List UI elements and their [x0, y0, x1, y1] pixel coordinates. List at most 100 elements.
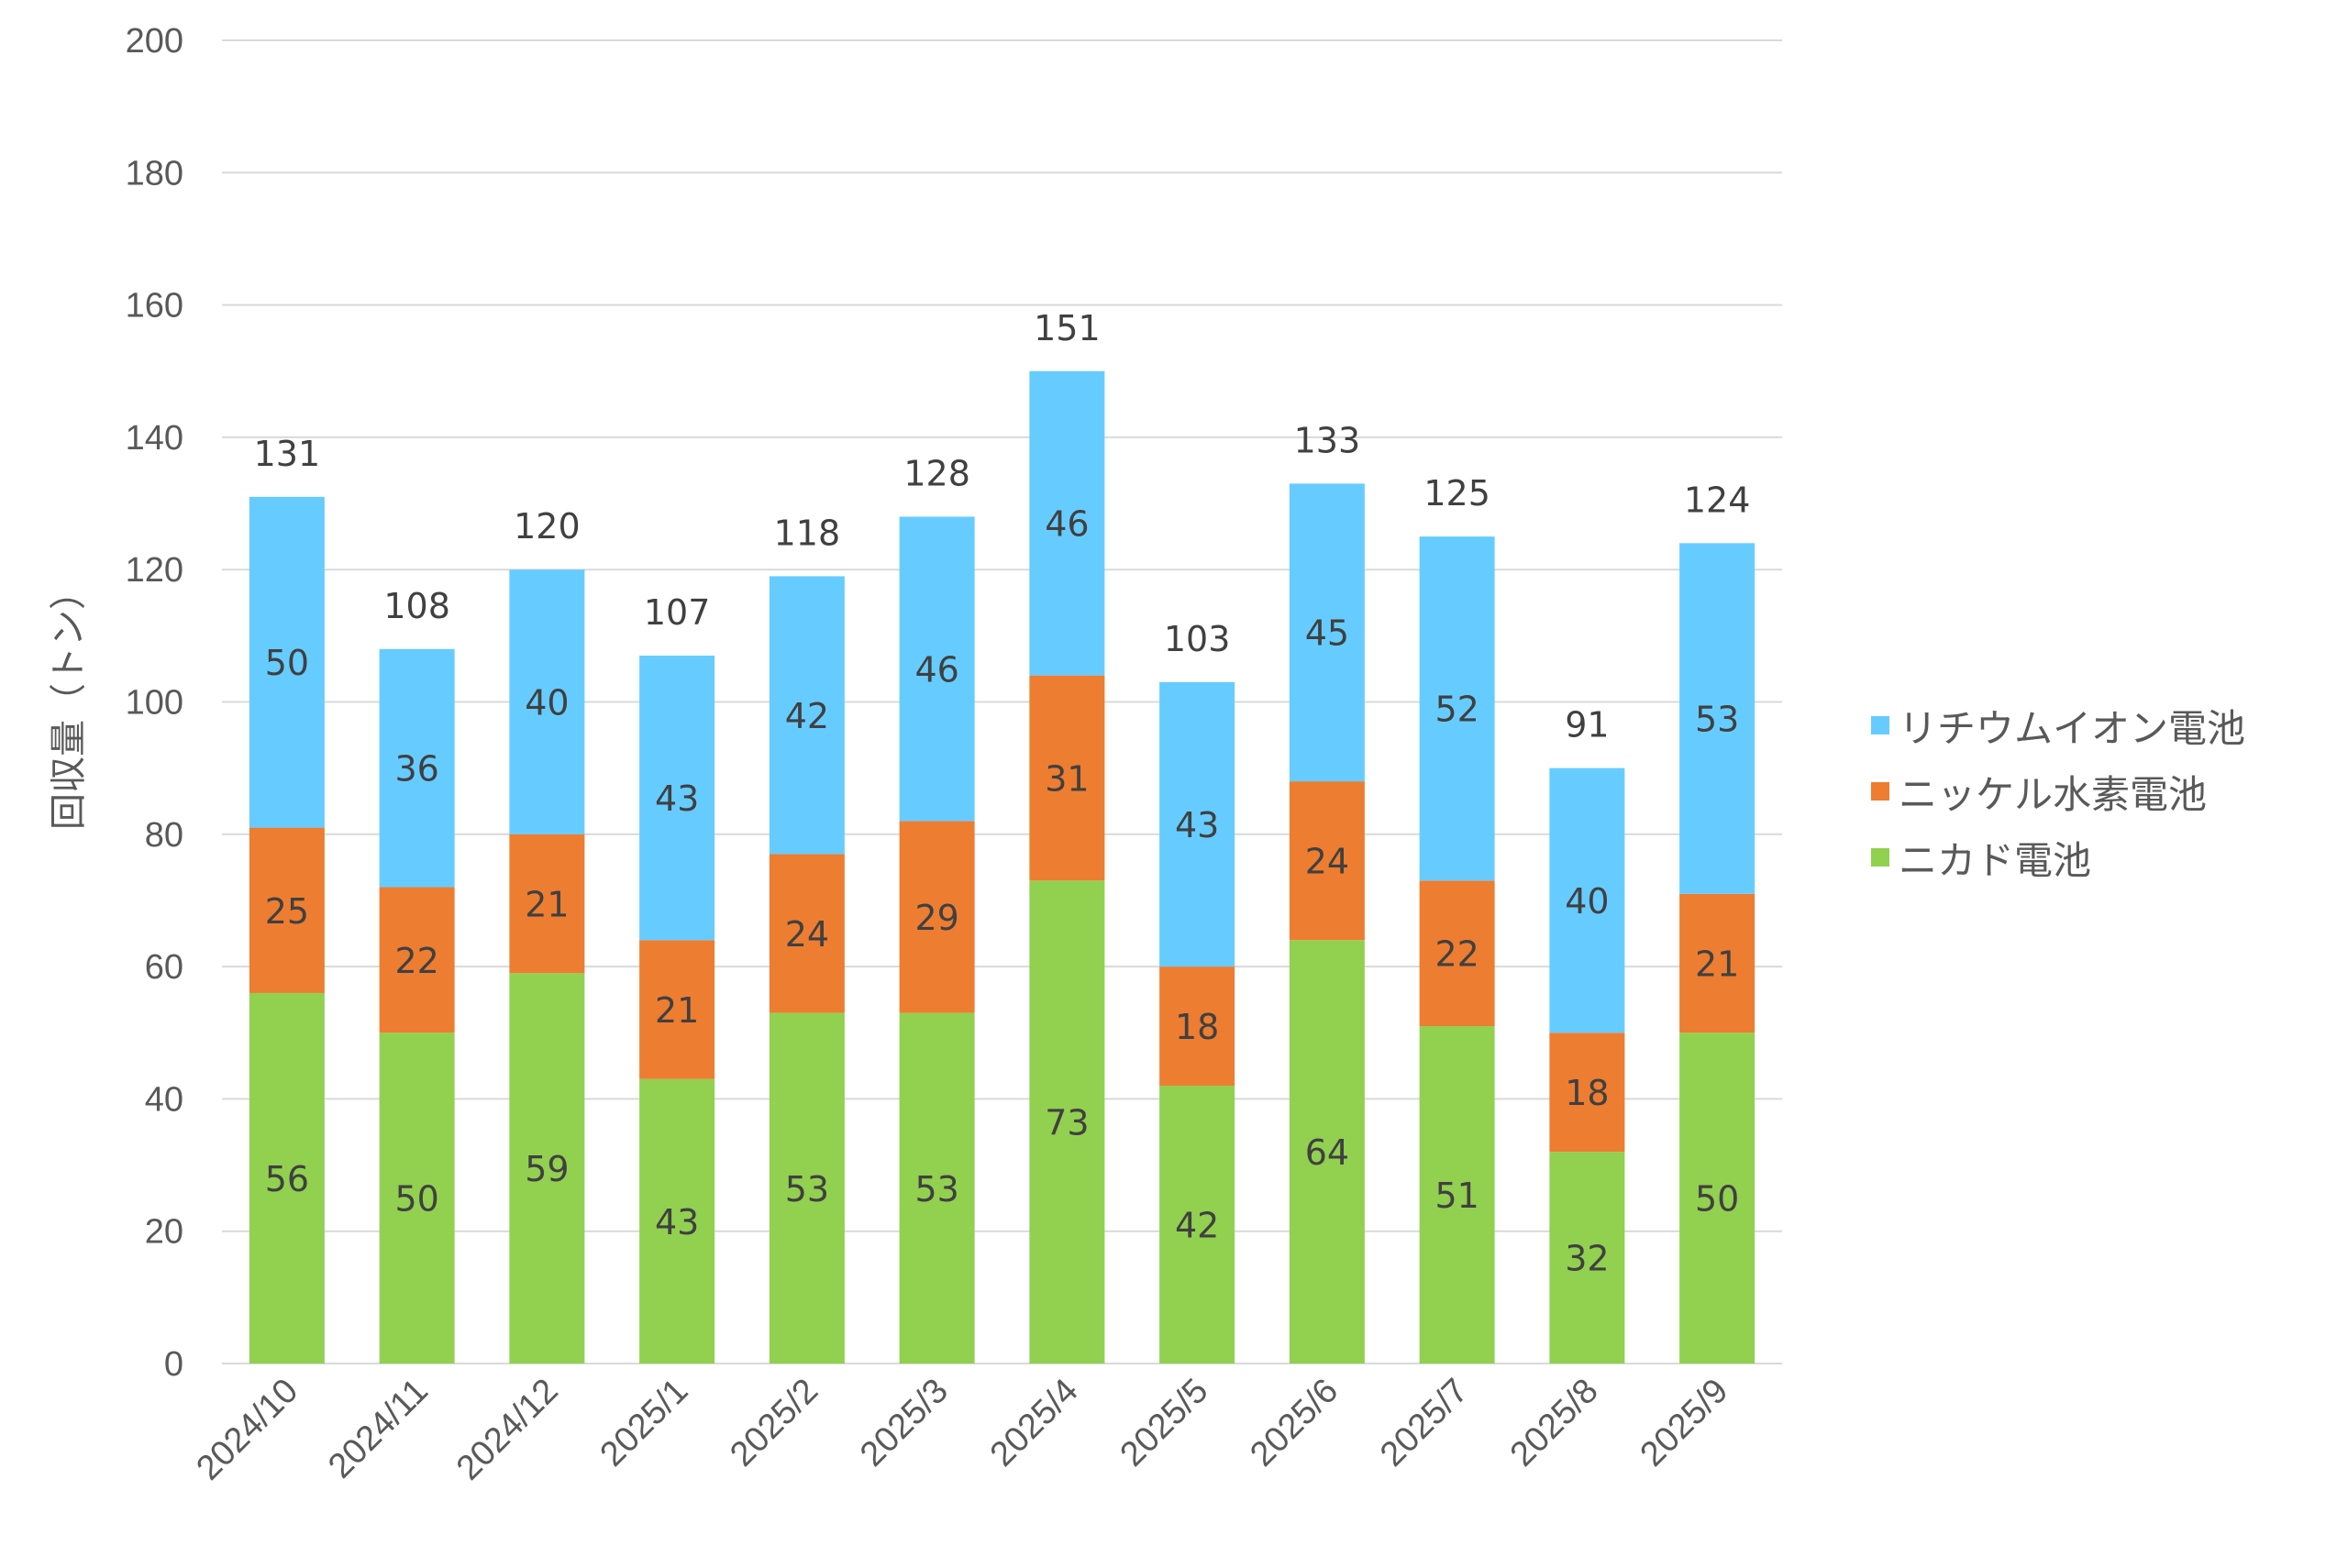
- bar-segment[interactable]: [899, 1012, 975, 1364]
- bar-segment[interactable]: [1679, 1032, 1755, 1364]
- bar-segment[interactable]: [1679, 543, 1755, 894]
- segment-value-label: 40: [1565, 881, 1609, 922]
- bar-segment[interactable]: [249, 992, 325, 1364]
- segment-value-label: 43: [1175, 805, 1219, 845]
- bar-segment[interactable]: [379, 1032, 455, 1364]
- segment-value-label: 46: [914, 649, 958, 690]
- bar-segment[interactable]: [249, 827, 325, 993]
- x-tick-label: 2024/10: [189, 1372, 305, 1488]
- segment-value-label: 42: [1175, 1205, 1219, 1245]
- x-tick-label: 2025/1: [593, 1372, 696, 1474]
- bar-segment[interactable]: [1159, 966, 1235, 1086]
- bar-segment[interactable]: [1029, 880, 1105, 1364]
- segment-value-label: 25: [265, 891, 309, 932]
- x-tick-label: 2025/6: [1243, 1372, 1346, 1474]
- bar-segment[interactable]: [1549, 1152, 1625, 1364]
- bar-segment[interactable]: [639, 940, 715, 1079]
- y-tick-label: 80: [145, 816, 183, 855]
- total-label: 108: [383, 586, 450, 626]
- bar-segment[interactable]: [769, 1012, 845, 1364]
- segment-value-label: 52: [1434, 690, 1479, 730]
- bars: [249, 370, 1755, 1364]
- segment-value-label: 43: [655, 1202, 699, 1242]
- legend-swatch-nickel-hydride: [1871, 782, 1889, 801]
- bar-segment[interactable]: [1029, 675, 1105, 881]
- bar-segment[interactable]: [769, 854, 845, 1013]
- segment-value-label: 32: [1565, 1239, 1609, 1279]
- total-label: 128: [903, 453, 970, 493]
- legend: リチウムイオン電池 ニッケル水素電池 ニカド電池: [1871, 692, 2245, 890]
- bar-segment[interactable]: [1159, 681, 1235, 967]
- y-tick-label: 20: [145, 1213, 183, 1252]
- total-label: 151: [1034, 308, 1101, 348]
- bar-segment[interactable]: [1419, 536, 1495, 881]
- total-label: 124: [1684, 480, 1751, 520]
- bar-segment[interactable]: [509, 569, 585, 834]
- y-tick-label: 140: [126, 419, 183, 458]
- segment-value-label: 46: [1045, 504, 1089, 545]
- x-tick-label: 2024/12: [449, 1372, 566, 1488]
- bar-segment[interactable]: [379, 648, 455, 888]
- segment-value-label: 53: [914, 1169, 958, 1209]
- bar-segment[interactable]: [1549, 767, 1625, 1033]
- legend-swatch-nicad: [1871, 848, 1889, 867]
- bar-segment[interactable]: [899, 821, 975, 1013]
- segment-value-label: 50: [1695, 1179, 1739, 1220]
- y-tick-label: 60: [145, 948, 183, 987]
- x-tick-label: 2025/2: [723, 1372, 825, 1474]
- y-tick-label: 180: [126, 154, 183, 193]
- y-tick-label: 0: [164, 1345, 183, 1384]
- bar-segment[interactable]: [379, 887, 455, 1033]
- gridlines: [222, 39, 1782, 1364]
- segment-value-label: 21: [1695, 944, 1739, 984]
- bar-segment[interactable]: [769, 576, 845, 855]
- segment-value-label: 18: [1565, 1073, 1609, 1113]
- segment-value-label: 22: [1434, 934, 1479, 975]
- total-label: 91: [1565, 705, 1609, 745]
- segment-value-label: 29: [914, 898, 958, 938]
- segment-value-label: 31: [1045, 758, 1089, 799]
- y-axis-label: 回収量（トン）: [48, 573, 90, 830]
- total-label: 118: [774, 513, 841, 553]
- bar-segment[interactable]: [509, 973, 585, 1364]
- legend-swatch-lithium-ion: [1871, 716, 1889, 734]
- bar-segment[interactable]: [1289, 940, 1365, 1364]
- y-axis-ticks: 0 20 40 60 80 100 120 140 160 180 200: [126, 22, 183, 1384]
- bar-segment[interactable]: [639, 1078, 715, 1364]
- x-tick-label: 2024/11: [321, 1372, 436, 1486]
- total-label: 125: [1423, 473, 1490, 513]
- y-tick-label: 40: [145, 1080, 183, 1119]
- x-tick-label: 2025/5: [1113, 1372, 1216, 1474]
- x-tick-label: 2025/7: [1373, 1372, 1476, 1474]
- bar-segment[interactable]: [899, 516, 975, 822]
- bar-segment[interactable]: [1679, 893, 1755, 1033]
- legend-label: リチウムイオン電池: [1899, 705, 2246, 751]
- segment-value-label: 24: [785, 914, 829, 955]
- x-axis-ticks: 2024/10 2024/11 2024/12 2025/1 2025/2 2025/3 2…: [189, 1372, 1735, 1488]
- segment-value-label: 50: [394, 1179, 438, 1220]
- bar-segment[interactable]: [249, 496, 325, 828]
- total-label: 120: [514, 506, 581, 547]
- bar-segment[interactable]: [639, 655, 715, 941]
- bar-segment[interactable]: [509, 834, 585, 974]
- bar-segment[interactable]: [1419, 1026, 1495, 1364]
- bar-segment[interactable]: [1289, 781, 1365, 941]
- total-label: 131: [254, 434, 321, 474]
- bar-segment[interactable]: [1159, 1085, 1235, 1364]
- bar-segment[interactable]: [1029, 370, 1105, 676]
- bar-segment[interactable]: [1289, 483, 1365, 782]
- x-tick-label: 2025/8: [1503, 1372, 1606, 1474]
- segment-value-label: 50: [265, 643, 309, 683]
- legend-item-lithium-ion[interactable]: リチウムイオン電池: [1871, 692, 2245, 758]
- total-label: 133: [1294, 420, 1361, 460]
- bar-segment[interactable]: [1549, 1032, 1625, 1153]
- legend-item-nickel-hydride[interactable]: ニッケル水素電池: [1871, 758, 2245, 824]
- segment-value-label: 42: [785, 696, 829, 736]
- segment-value-label: 45: [1305, 613, 1349, 654]
- y-tick-label: 120: [126, 551, 183, 590]
- bar-segment[interactable]: [1419, 880, 1495, 1027]
- segment-value-label: 36: [394, 749, 438, 790]
- y-tick-label: 160: [126, 287, 183, 326]
- legend-item-nicad[interactable]: ニカド電池: [1871, 824, 2245, 890]
